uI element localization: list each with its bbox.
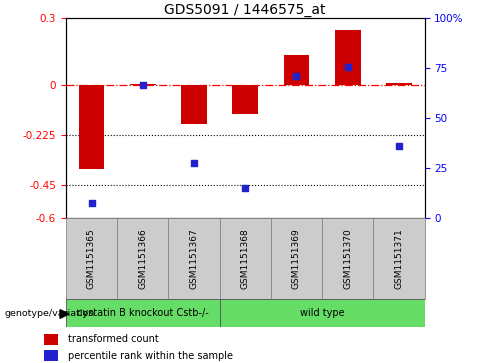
Bar [79,85,104,169]
Text: GSM1151368: GSM1151368 [241,228,250,289]
Bar [284,55,309,85]
Text: genotype/variation: genotype/variation [5,310,95,318]
Bar [168,218,220,299]
Polygon shape [60,310,69,318]
Bar [130,83,156,85]
Bar [43,334,58,345]
Bar [43,350,58,362]
Text: GSM1151369: GSM1151369 [292,228,301,289]
Bar [232,85,258,114]
Bar [66,299,220,327]
Point [190,160,198,166]
Point [344,64,352,70]
Bar [335,30,361,85]
Bar [220,299,425,327]
Bar [271,218,322,299]
Bar [373,218,425,299]
Text: percentile rank within the sample: percentile rank within the sample [68,351,233,361]
Point [242,185,249,191]
Text: GSM1151365: GSM1151365 [87,228,96,289]
Text: GSM1151371: GSM1151371 [394,228,404,289]
Bar [386,83,412,85]
Bar [220,218,271,299]
Text: cystatin B knockout Cstb-/-: cystatin B knockout Cstb-/- [77,308,208,318]
Text: GSM1151370: GSM1151370 [343,228,352,289]
Point [139,82,147,87]
Point [88,200,96,206]
Text: wild type: wild type [300,308,345,318]
Point [293,73,301,79]
Bar [117,218,168,299]
Bar [66,218,117,299]
Text: GSM1151367: GSM1151367 [189,228,199,289]
Title: GDS5091 / 1446575_at: GDS5091 / 1446575_at [164,3,326,17]
Bar [322,218,373,299]
Point [395,143,403,148]
Text: GSM1151366: GSM1151366 [138,228,147,289]
Text: transformed count: transformed count [68,334,159,344]
Bar [181,85,207,123]
